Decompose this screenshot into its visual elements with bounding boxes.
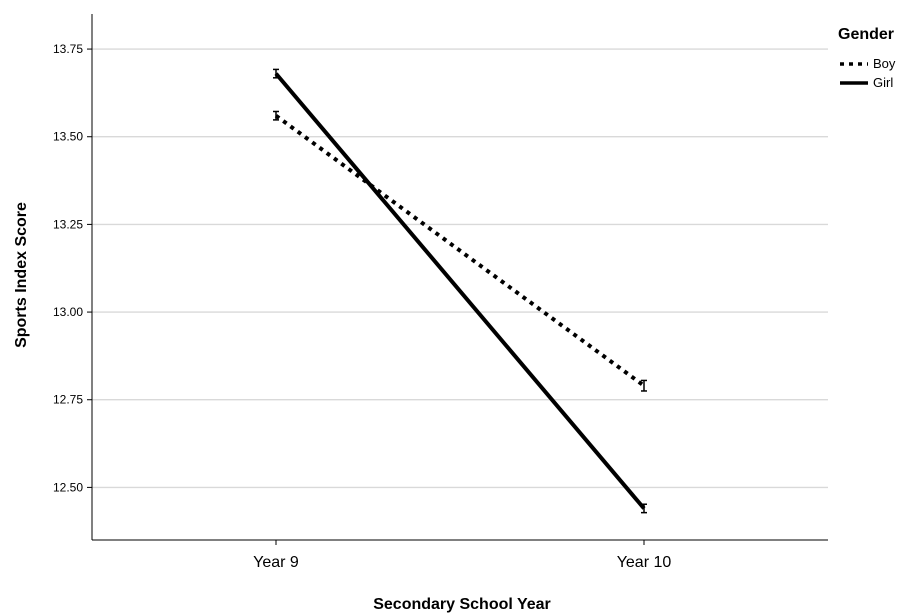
y-tick-label: 13.00	[53, 305, 83, 319]
y-tick-label: 13.75	[53, 42, 83, 56]
legend-label-boy: Boy	[873, 56, 896, 71]
x-tick-label: Year 9	[253, 554, 299, 571]
y-tick-label: 12.75	[53, 393, 83, 407]
legend-items: Boy Girl	[840, 56, 896, 90]
series-line-boy	[276, 116, 644, 386]
x-tick-labels: Year 9 Year 10	[253, 540, 671, 571]
legend-label-girl: Girl	[873, 75, 893, 90]
x-axis-title: Secondary School Year	[373, 596, 551, 613]
y-axis-title: Sports Index Score	[13, 202, 30, 348]
x-tick-label: Year 10	[617, 554, 672, 571]
axes	[92, 14, 828, 540]
y-tick-label: 12.50	[53, 480, 83, 494]
y-tick-label: 13.50	[53, 130, 83, 144]
y-tick-labels: 12.50 12.75 13.00 13.25 13.50 13.75	[53, 42, 92, 494]
y-tick-label: 13.25	[53, 217, 83, 231]
legend: Gender Boy Girl	[838, 26, 896, 90]
series-line-girl	[276, 74, 644, 509]
legend-title: Gender	[838, 26, 894, 43]
y-gridlines	[92, 49, 828, 487]
series-lines	[276, 74, 644, 509]
